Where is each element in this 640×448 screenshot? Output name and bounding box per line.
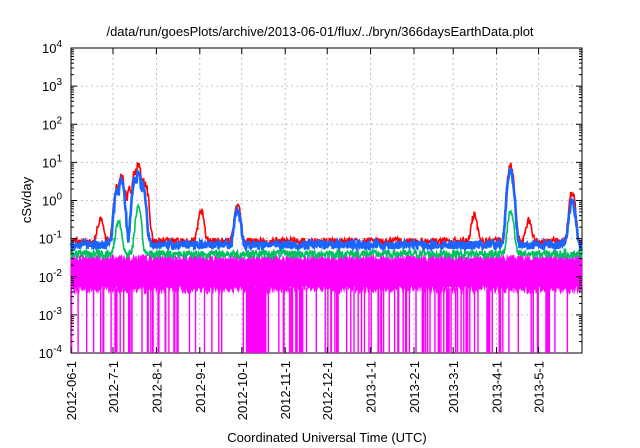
x-tick-label: 2013-2-1 — [407, 361, 422, 413]
plot-series — [69, 162, 584, 353]
grid-lines — [71, 48, 582, 353]
x-axis-ticks: 2012-06-1 2012-7-1 2012-8-1 2012-9-1 2012-10… — [64, 48, 547, 420]
y-tick-label: 100 — [42, 192, 62, 209]
series-magenta-dropouts — [70, 288, 569, 353]
y-tick-label: 101 — [42, 153, 62, 170]
x-tick-label: 2013-5-1 — [532, 361, 547, 413]
y-tick-label: 103 — [42, 77, 62, 94]
x-tick-label: 2012-12-1 — [320, 361, 335, 420]
y-tick-label: 10-1 — [39, 230, 63, 247]
x-tick-label: 2012-11-1 — [278, 361, 293, 419]
y-axis-label: cSv/day — [19, 176, 34, 223]
x-tick-label: 2013-1-1 — [364, 361, 379, 413]
series-green-line — [70, 203, 583, 262]
y-tick-label: 104 — [42, 39, 62, 56]
x-tick-label: 2013-3-1 — [446, 361, 461, 413]
y-tick-label: 10-2 — [39, 268, 63, 285]
series-blue-line — [69, 168, 584, 255]
y-tick-label: 10-4 — [39, 344, 63, 361]
x-tick-label: 2012-7-1 — [106, 361, 121, 413]
series-magenta-band — [70, 253, 583, 295]
x-tick-label: 2012-8-1 — [149, 361, 164, 413]
y-tick-label: 10-3 — [39, 306, 63, 323]
x-tick-label: 2012-9-1 — [193, 361, 208, 413]
x-axis-label: Coordinated Universal Time (UTC) — [227, 430, 426, 445]
x-tick-label: 2012-10-1 — [235, 361, 250, 420]
x-tick-label: 2013-4-1 — [490, 361, 505, 413]
x-tick-label: 2012-06-1 — [64, 361, 79, 420]
y-axis-ticks: 10-4 10-3 10-2 10-1 100 101 102 103 104 — [39, 39, 582, 361]
chart-title: /data/run/goesPlots/archive/2013-06-01/f… — [106, 24, 533, 39]
y-tick-label: 102 — [42, 115, 62, 132]
